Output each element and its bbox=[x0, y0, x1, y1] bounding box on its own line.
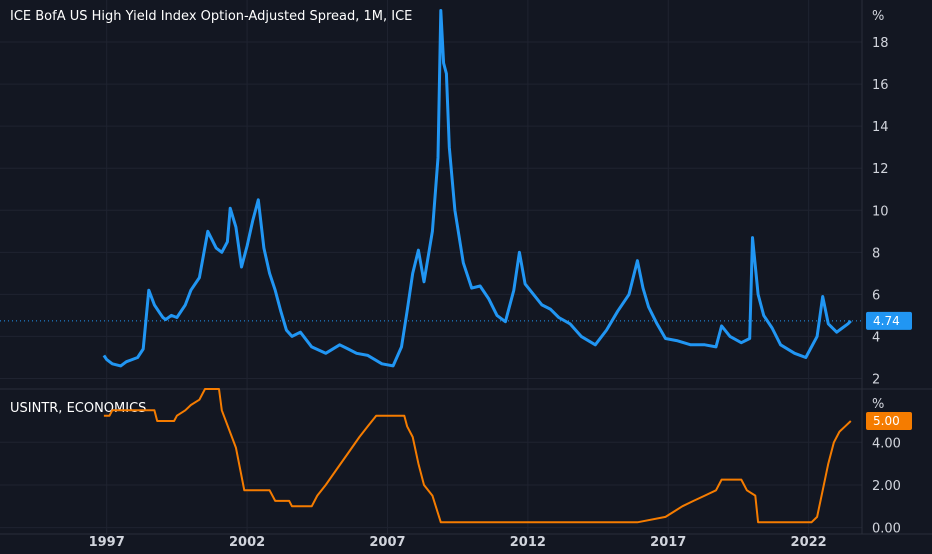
x-tick-label: 2022 bbox=[791, 535, 827, 550]
main-y-tick-label: 14 bbox=[872, 120, 889, 135]
sub-unit-label: % bbox=[872, 397, 884, 412]
x-tick-label: 2012 bbox=[510, 535, 546, 550]
time-scale[interactable]: 1997 2002 2007 2012 2017 2022 bbox=[89, 535, 827, 550]
main-y-tick-label: 12 bbox=[872, 162, 889, 177]
sub-y-tick-label: 2.00 bbox=[872, 479, 901, 494]
sub-y-tick-label: 0.00 bbox=[872, 522, 901, 537]
sub-pane-title: USINTR, ECONOMICS bbox=[10, 401, 146, 416]
x-tick-label: 2007 bbox=[369, 535, 405, 550]
main-y-tick-label: 18 bbox=[872, 36, 889, 51]
sub-last-value-label: 5.00 bbox=[873, 414, 900, 428]
main-unit-label: % bbox=[872, 9, 884, 24]
main-y-tick-label: 4 bbox=[872, 330, 880, 345]
sub-price-scale[interactable]: 0.00 2.00 4.00 bbox=[872, 436, 901, 536]
fed-funds-rate-line[interactable] bbox=[103, 388, 852, 524]
x-tick-label: 2017 bbox=[650, 535, 686, 550]
x-tick-label: 1997 bbox=[89, 535, 125, 550]
main-y-tick-label: 2 bbox=[872, 372, 880, 387]
main-price-scale[interactable]: 2 4 6 8 10 12 14 16 18 bbox=[872, 36, 889, 387]
main-y-tick-label: 16 bbox=[872, 78, 889, 93]
main-last-value-badge: 4.74 bbox=[866, 311, 912, 330]
main-pane[interactable]: ICE BofA US High Yield Index Option-Adju… bbox=[0, 9, 912, 387]
main-pane-title: ICE BofA US High Yield Index Option-Adju… bbox=[10, 9, 412, 24]
x-tick-label: 2002 bbox=[229, 535, 265, 550]
sub-pane[interactable]: USINTR, ECONOMICS % 0.00 2.00 4.00 5.00 bbox=[10, 388, 912, 537]
main-y-tick-label: 10 bbox=[872, 204, 889, 219]
sub-last-value-badge: 5.00 bbox=[866, 411, 912, 430]
sub-y-tick-label: 4.00 bbox=[872, 436, 901, 451]
main-last-value-label: 4.74 bbox=[873, 314, 900, 328]
high-yield-spread-line[interactable] bbox=[102, 9, 852, 368]
main-y-tick-label: 6 bbox=[872, 288, 880, 303]
main-y-tick-label: 8 bbox=[872, 246, 880, 261]
